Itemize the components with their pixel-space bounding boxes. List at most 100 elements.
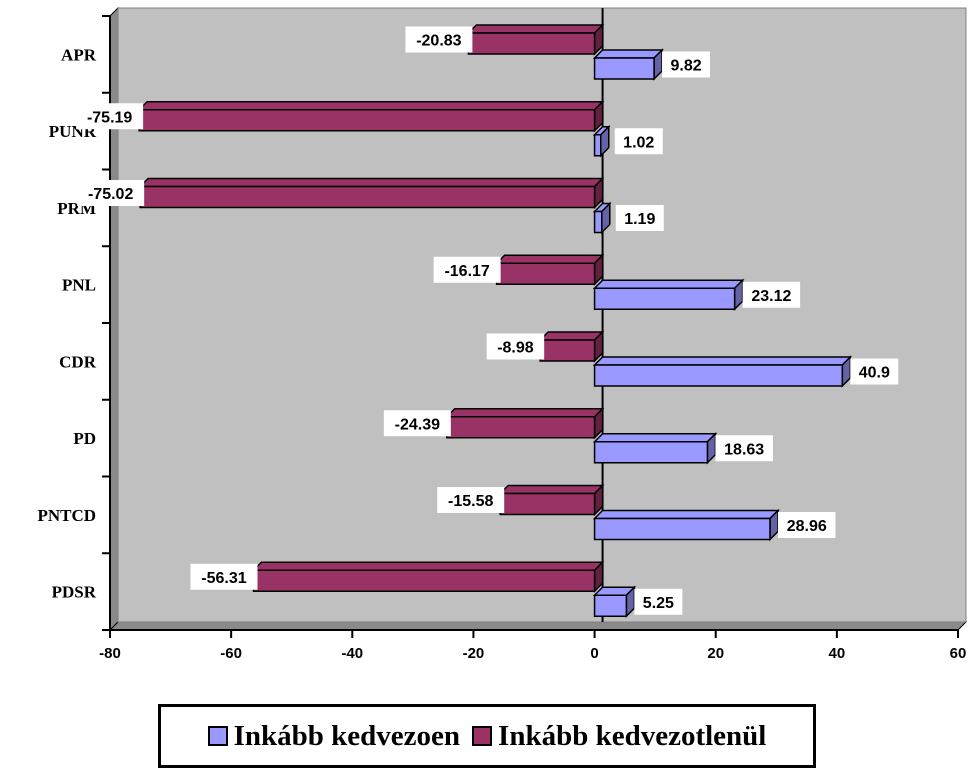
bar-negative (494, 253, 605, 287)
bar-positive (592, 585, 637, 619)
category-label: PNL (62, 276, 96, 295)
category-label: PD (73, 429, 96, 448)
data-label-text: 5.25 (643, 595, 674, 612)
data-label-text: 1.19 (624, 211, 655, 228)
bar-front-face (252, 569, 596, 592)
bar-top-face (592, 356, 853, 366)
data-label-text: -20.83 (416, 33, 461, 50)
data-label: 5.25 (634, 588, 683, 615)
data-label-text: -16.17 (444, 263, 489, 280)
plot-area (117, 7, 967, 623)
bar-top-face (494, 254, 605, 264)
data-label-text: 28.96 (787, 518, 827, 535)
bar-top-face (137, 101, 605, 111)
x-tick-label: -20 (463, 645, 485, 662)
data-label-box (486, 333, 545, 360)
x-tick-label: -40 (341, 645, 363, 662)
x-tick-label: -80 (99, 645, 121, 662)
bar-top-face (138, 177, 605, 188)
data-label-text: 23.12 (751, 288, 791, 305)
bar-negative (466, 23, 605, 56)
legend-swatch-negative (472, 726, 493, 746)
bar-positive (592, 508, 780, 542)
data-label: 23.12 (742, 281, 801, 308)
data-label-box (383, 410, 451, 437)
legend-label-positive: Inkább kedvezoen (233, 719, 461, 752)
data-label: -75.19 (76, 103, 144, 130)
data-label-text: 40.9 (859, 365, 890, 382)
category-label: APR (61, 45, 97, 64)
category-label: CDR (59, 352, 97, 371)
bar-positive (592, 48, 664, 81)
bar-front-face (138, 109, 596, 132)
data-label: -56.31 (190, 563, 258, 590)
bar-front-face (446, 416, 596, 439)
legend-item-positive: Inkább kedvezoen (207, 719, 461, 753)
data-label-box (437, 487, 505, 513)
bar-front-face (495, 262, 596, 285)
data-label-box (662, 51, 711, 78)
bar-negative (445, 406, 605, 440)
data-label-text: -24.39 (395, 416, 440, 433)
data-label-text: 1.02 (623, 134, 654, 151)
bar-negative (251, 560, 605, 594)
chart-legend: Inkább kedvezoen Inkább kedvezotlenül (158, 704, 816, 768)
data-label: -75.02 (77, 180, 145, 206)
bar-top-face (538, 331, 605, 341)
bar-front-face (593, 134, 602, 157)
bar-front-face (539, 339, 596, 362)
bar-negative (137, 99, 605, 133)
bar-front-face (593, 210, 603, 234)
data-label-box (615, 205, 664, 231)
data-label: 28.96 (777, 512, 836, 538)
plot-side-wall (109, 6, 119, 632)
bar-positive (592, 201, 612, 235)
legend-item-negative: Inkább kedvezotlenül (472, 720, 766, 753)
category-label: PNTCD (37, 506, 96, 525)
bar-negative (538, 330, 605, 363)
data-label-box (634, 588, 683, 615)
bar-top-face (466, 24, 605, 34)
x-tick-label: 60 (950, 645, 967, 662)
data-label: -24.39 (383, 410, 451, 437)
data-label-box (742, 281, 801, 308)
data-label: 1.02 (614, 128, 663, 155)
data-label-text: 18.63 (724, 441, 764, 458)
data-label: -15.58 (437, 487, 505, 513)
data-label-text: -15.58 (448, 493, 493, 510)
data-label: 18.63 (715, 435, 773, 462)
legend-label-negative: Inkább kedvezotlenül (498, 719, 767, 752)
plot-floor (108, 621, 968, 631)
data-label-box (777, 512, 836, 538)
bar-front-face (499, 492, 596, 516)
bar-positive (592, 124, 611, 158)
category-label: PDSR (52, 583, 97, 602)
data-label-box (405, 26, 473, 53)
data-label: -8.98 (486, 333, 545, 360)
data-label-text: 9.82 (670, 58, 701, 75)
data-label-text: -75.19 (87, 109, 132, 126)
x-tick-label: 40 (829, 645, 846, 662)
bar-top-face (592, 49, 664, 59)
data-label-text: -8.98 (497, 340, 534, 357)
bar-front-face (593, 364, 844, 387)
data-label: 1.19 (615, 205, 664, 231)
bar-top-face (445, 408, 605, 418)
data-label-box (190, 563, 258, 590)
bar-front-face (593, 441, 709, 464)
bar-negative (138, 176, 605, 210)
data-label-text: -75.02 (88, 186, 133, 203)
bar-top-face (251, 561, 605, 571)
data-label: 40.9 (850, 358, 899, 385)
data-label: -20.83 (405, 26, 473, 53)
bar-front-face (593, 57, 655, 80)
bar-front-face (139, 185, 596, 209)
bar-top-face (592, 433, 718, 443)
bar-front-face (593, 517, 771, 541)
bar-front-face (593, 594, 628, 617)
bar-positive (592, 278, 745, 312)
x-tick-label: 0 (590, 645, 598, 662)
data-label-box (850, 358, 899, 385)
x-tick-label: 20 (707, 645, 724, 662)
bar-positive (592, 431, 718, 465)
